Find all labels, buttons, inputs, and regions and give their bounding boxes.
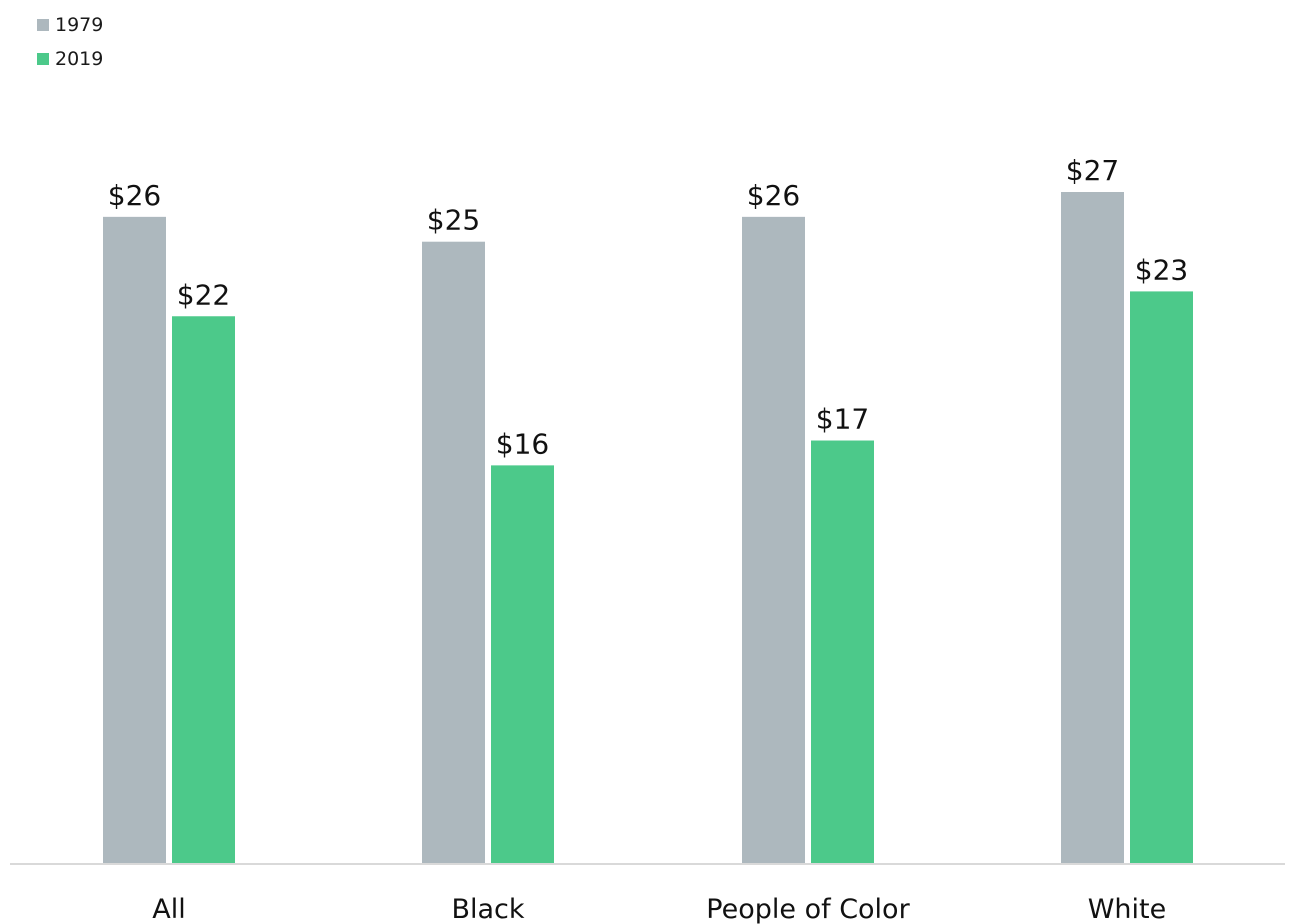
legend: 1979 2019 [37, 8, 103, 76]
bar-black-1979 [422, 241, 485, 863]
data-label-people-of-color-1979: $26 [747, 179, 800, 212]
category-label-black: Black [451, 894, 524, 924]
bar-all-2019 [172, 316, 235, 863]
legend-label-1979: 1979 [55, 14, 104, 36]
legend-label-2019: 2019 [55, 48, 104, 70]
category-label-white: White [1088, 894, 1167, 924]
bar-white-1979 [1061, 192, 1124, 863]
category-label-all: All [152, 894, 185, 924]
bar-white-2019 [1130, 291, 1193, 863]
data-label-all-2019: $22 [177, 278, 230, 311]
data-label-white-2019: $23 [1135, 253, 1188, 286]
legend-swatch-1979 [37, 19, 49, 31]
bar-people-of-color-1979 [742, 216, 805, 863]
data-label-white-1979: $27 [1066, 154, 1119, 187]
data-label-black-1979: $25 [427, 204, 480, 237]
data-label-black-2019: $16 [496, 427, 549, 460]
legend-item-2019: 2019 [37, 42, 103, 76]
category-label-people-of-color: People of Color [706, 894, 910, 924]
legend-swatch-2019 [37, 53, 49, 65]
bar-black-2019 [491, 465, 554, 863]
data-label-all-1979: $26 [108, 179, 161, 212]
bar-people-of-color-2019 [811, 440, 874, 863]
legend-item-1979: 1979 [37, 8, 103, 42]
bar-all-1979 [103, 216, 166, 863]
data-label-people-of-color-2019: $17 [816, 403, 869, 436]
